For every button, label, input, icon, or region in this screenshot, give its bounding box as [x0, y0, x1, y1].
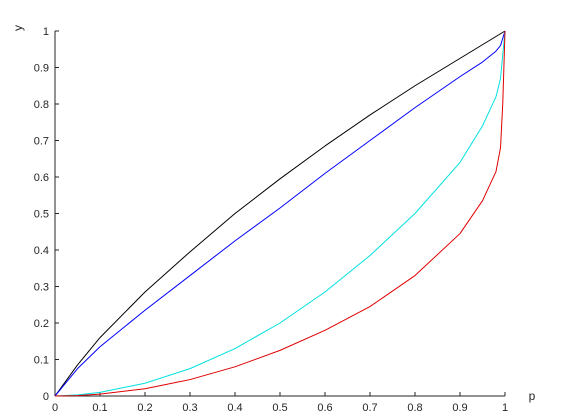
- series-line-3: [54, 30, 506, 397]
- x-tick-label: 0.8: [407, 402, 422, 414]
- y-tick-label: 0.1: [34, 355, 49, 367]
- y-tick-label: 1: [43, 26, 49, 38]
- y-tick-label: 0: [43, 391, 49, 403]
- x-tick-label: 0.4: [227, 402, 242, 414]
- x-tick-label: 0: [52, 402, 58, 414]
- y-tick-label: 0.5: [34, 209, 49, 221]
- x-tick-label: 0.3: [182, 402, 197, 414]
- series-layer: [54, 30, 506, 397]
- axes-layer: 0 0.1 0.2 0.3 0.4 0.5 0.6 0.7 0.8 0.9 1 0 0.1 0.2 0.3 0…: [34, 26, 508, 414]
- y-tick-label: 0.7: [34, 136, 49, 148]
- series-line-4: [54, 30, 506, 397]
- x-tick-label: 0.2: [137, 402, 152, 414]
- x-tick-label: 0.1: [92, 402, 107, 414]
- x-tick-label: 0.6: [317, 402, 332, 414]
- y-tick-label: 0.6: [34, 172, 49, 184]
- y-tick-label: 0.9: [34, 63, 49, 75]
- y-tick-label: 0.8: [34, 99, 49, 111]
- x-tick-label: 0.5: [272, 402, 287, 414]
- labels-layer: p y: [11, 25, 536, 403]
- y-tick-label: 0.3: [34, 282, 49, 294]
- series-line-2: [54, 30, 506, 397]
- y-axis-label: y: [11, 25, 25, 31]
- y-tick-label: 0.2: [34, 318, 49, 330]
- y-tick-label: 0.4: [34, 245, 49, 257]
- x-tick-label: 0.7: [362, 402, 377, 414]
- series-line-1: [54, 30, 506, 397]
- x-tick-label: 1: [502, 402, 508, 414]
- x-tick-label: 0.9: [452, 402, 467, 414]
- x-axis-label: p: [529, 389, 536, 403]
